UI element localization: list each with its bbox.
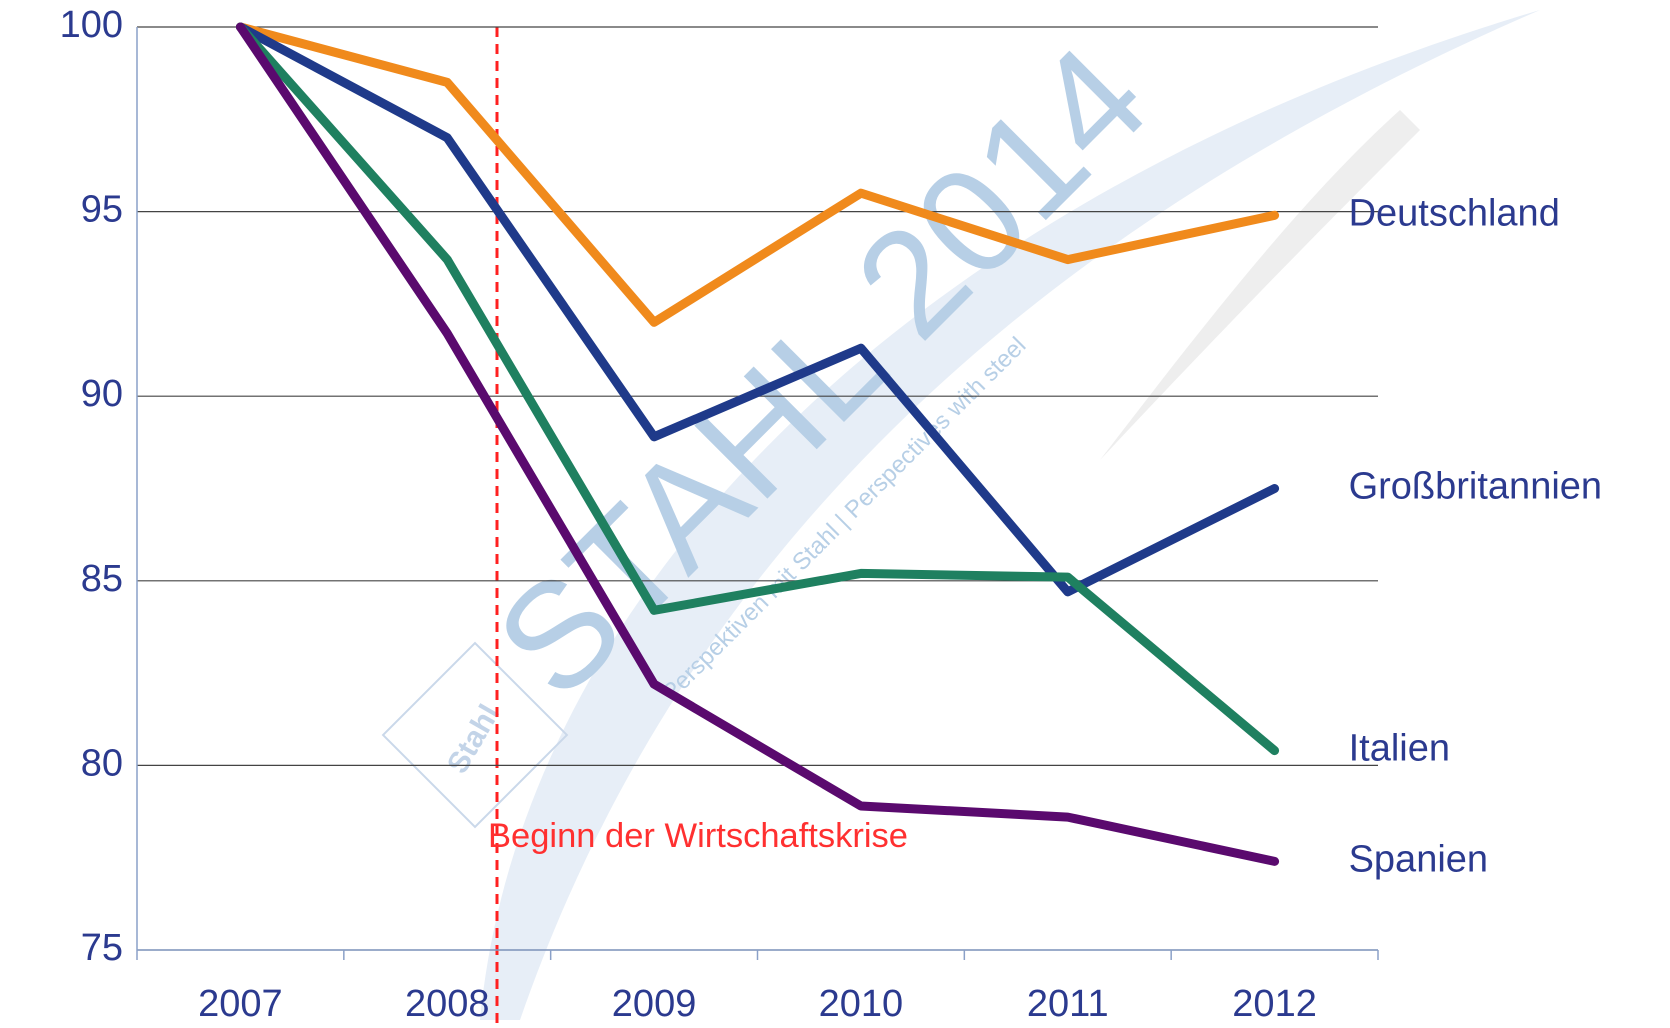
x-tick-label: 2010	[819, 983, 904, 1025]
watermark-title: STAHL 2014	[464, 14, 1178, 728]
legend-label: Großbritannien	[1349, 466, 1602, 508]
y-tick-label: 85	[81, 558, 123, 600]
x-tick-label: 2012	[1232, 983, 1317, 1025]
y-tick-label: 100	[60, 4, 123, 46]
x-tick-label: 2011	[1027, 983, 1109, 1025]
x-tick-label: 2009	[612, 983, 697, 1025]
x-tick-label: 2007	[198, 983, 283, 1025]
chart: Stahl STAHL 2014 Perspektiven mit Stahl …	[0, 0, 1670, 1028]
y-tick-label: 90	[81, 373, 123, 415]
y-tick-label: 95	[81, 189, 123, 231]
annotation: Beginn der Wirtschaftskrise	[488, 817, 908, 855]
y-tick-label: 75	[81, 927, 123, 969]
legend-label: Italien	[1349, 728, 1450, 770]
y-tick-label: 80	[81, 742, 123, 784]
legend-label: Spanien	[1349, 838, 1488, 880]
x-tick-label: 2008	[405, 983, 490, 1025]
legend-label: Deutschland	[1349, 192, 1560, 234]
